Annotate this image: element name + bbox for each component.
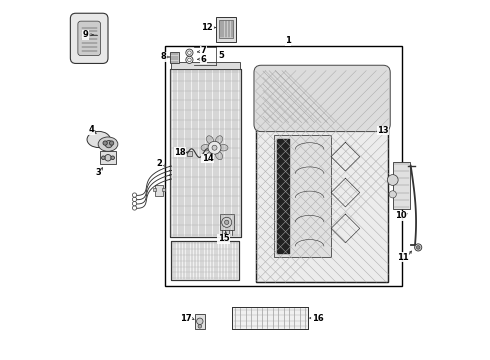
Bar [274, 135, 331, 257]
Circle shape [186, 56, 193, 63]
Text: 14: 14 [202, 154, 214, 163]
Bar [100, 151, 116, 164]
Circle shape [132, 206, 137, 210]
Circle shape [132, 197, 137, 202]
Bar [276, 139, 290, 253]
Text: 16: 16 [312, 314, 323, 323]
Bar [393, 162, 410, 209]
Text: 3: 3 [95, 168, 101, 177]
Text: 18: 18 [174, 148, 186, 157]
Circle shape [415, 244, 422, 251]
Text: 6: 6 [201, 55, 207, 64]
Circle shape [221, 217, 232, 227]
Circle shape [105, 140, 112, 148]
Circle shape [109, 141, 114, 145]
Circle shape [132, 193, 137, 197]
Bar [155, 185, 163, 196]
Bar [232, 307, 308, 329]
Text: 2: 2 [156, 159, 162, 168]
Text: 1: 1 [285, 36, 291, 45]
Ellipse shape [206, 151, 214, 160]
Bar [153, 188, 156, 192]
Circle shape [208, 141, 221, 154]
Bar [171, 241, 239, 280]
FancyBboxPatch shape [71, 13, 108, 63]
Ellipse shape [87, 131, 110, 148]
Bar [162, 188, 165, 192]
Text: 17: 17 [180, 314, 192, 323]
Bar [256, 71, 389, 282]
Bar [165, 45, 402, 286]
Ellipse shape [98, 137, 118, 151]
Bar [171, 241, 239, 280]
Text: 12: 12 [201, 23, 213, 32]
Text: 4: 4 [89, 125, 95, 134]
Text: 7: 7 [201, 46, 207, 55]
Circle shape [196, 318, 203, 324]
Ellipse shape [206, 136, 214, 144]
Circle shape [198, 324, 201, 328]
Bar [170, 69, 242, 237]
Bar [219, 21, 233, 39]
Ellipse shape [216, 136, 222, 144]
Bar [220, 214, 234, 230]
Text: 15: 15 [218, 234, 229, 243]
Bar [216, 17, 236, 42]
Circle shape [101, 156, 105, 159]
Text: 9: 9 [82, 30, 88, 39]
Bar [170, 69, 242, 237]
Circle shape [105, 154, 111, 161]
Circle shape [212, 145, 217, 150]
Circle shape [389, 191, 396, 198]
Bar [195, 314, 205, 329]
Bar [232, 307, 308, 329]
FancyBboxPatch shape [254, 65, 390, 132]
Circle shape [224, 220, 229, 225]
Text: 11: 11 [397, 253, 409, 262]
Ellipse shape [219, 144, 228, 151]
Circle shape [103, 141, 107, 145]
Bar [172, 62, 240, 69]
Text: 13: 13 [377, 126, 389, 135]
Circle shape [416, 246, 420, 249]
Bar [256, 71, 389, 282]
Text: 5: 5 [219, 51, 224, 60]
Text: 8: 8 [160, 53, 166, 62]
FancyBboxPatch shape [78, 21, 100, 55]
Ellipse shape [216, 151, 222, 160]
Circle shape [111, 156, 115, 159]
Circle shape [132, 202, 137, 206]
Circle shape [186, 49, 193, 56]
Circle shape [388, 175, 398, 185]
Bar [170, 52, 179, 63]
Ellipse shape [201, 144, 210, 151]
Text: 10: 10 [395, 211, 407, 220]
Bar [187, 150, 192, 156]
